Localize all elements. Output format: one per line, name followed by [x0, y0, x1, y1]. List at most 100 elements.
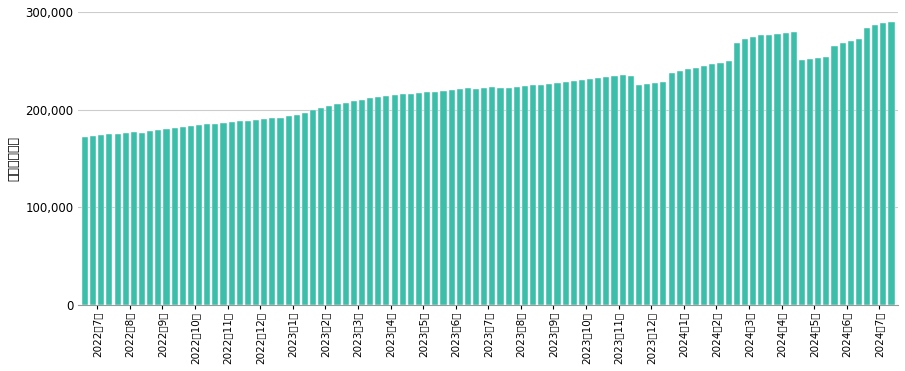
Bar [400, 94, 405, 305]
Bar [253, 120, 259, 305]
Bar [677, 70, 682, 305]
Bar [351, 101, 357, 305]
Bar [457, 89, 462, 305]
Bar [824, 57, 829, 305]
Bar [538, 85, 544, 305]
Bar [628, 76, 633, 305]
Bar [506, 88, 511, 305]
Bar [115, 134, 120, 305]
Bar [644, 84, 650, 305]
Bar [889, 22, 895, 305]
Bar [799, 60, 805, 305]
Bar [571, 81, 576, 305]
Bar [726, 61, 731, 305]
Bar [750, 37, 756, 305]
Bar [286, 116, 291, 305]
Bar [262, 119, 267, 305]
Bar [604, 78, 609, 305]
Bar [139, 133, 145, 305]
Bar [758, 35, 764, 305]
Bar [164, 129, 169, 305]
Bar [710, 64, 715, 305]
Bar [392, 95, 397, 305]
Bar [832, 46, 837, 305]
Bar [433, 92, 438, 305]
Bar [856, 39, 862, 305]
Bar [148, 131, 153, 305]
Bar [408, 94, 414, 305]
Bar [156, 130, 161, 305]
Bar [555, 83, 560, 305]
Bar [579, 80, 585, 305]
Bar [481, 88, 487, 305]
Bar [595, 78, 601, 305]
Bar [302, 112, 308, 305]
Bar [530, 85, 536, 305]
Bar [294, 115, 300, 305]
Bar [99, 135, 104, 305]
Bar [180, 127, 186, 305]
Bar [384, 96, 389, 305]
Bar [229, 122, 234, 305]
Bar [473, 89, 479, 305]
Bar [90, 136, 96, 305]
Bar [734, 43, 739, 305]
Bar [359, 100, 365, 305]
Bar [864, 27, 870, 305]
Bar [107, 134, 112, 305]
Bar [172, 128, 177, 305]
Bar [612, 76, 617, 305]
Bar [775, 35, 780, 305]
Bar [669, 72, 674, 305]
Bar [131, 132, 137, 305]
Bar [514, 87, 519, 305]
Bar [367, 98, 373, 305]
Bar [701, 66, 707, 305]
Bar [881, 23, 886, 305]
Bar [465, 88, 471, 305]
Bar [498, 88, 503, 305]
Bar [587, 79, 593, 305]
Bar [319, 108, 324, 305]
Bar [213, 124, 218, 305]
Bar [221, 123, 226, 305]
Bar [547, 84, 552, 305]
Bar [343, 103, 348, 305]
Bar [441, 91, 446, 305]
Bar [783, 33, 788, 305]
Bar [188, 126, 194, 305]
Bar [693, 68, 699, 305]
Bar [449, 90, 454, 305]
Bar [661, 82, 666, 305]
Bar [424, 92, 430, 305]
Bar [327, 106, 332, 305]
Bar [123, 133, 129, 305]
Bar [270, 118, 275, 305]
Bar [278, 118, 283, 305]
Bar [742, 39, 748, 305]
Bar [335, 104, 340, 305]
Bar [245, 121, 251, 305]
Bar [807, 59, 813, 305]
Bar [815, 58, 821, 305]
Bar [636, 85, 642, 305]
Bar [416, 93, 422, 305]
Bar [848, 41, 853, 305]
Bar [791, 32, 796, 305]
Bar [237, 121, 243, 305]
Bar [310, 109, 316, 305]
Bar [196, 125, 202, 305]
Bar [653, 83, 658, 305]
Bar [376, 97, 381, 305]
Bar [767, 35, 772, 305]
Y-axis label: 求人数（件）: 求人数（件） [7, 136, 20, 181]
Bar [82, 137, 88, 305]
Bar [620, 75, 625, 305]
Bar [718, 63, 723, 305]
Bar [685, 69, 691, 305]
Bar [872, 24, 878, 305]
Bar [840, 43, 845, 305]
Bar [205, 124, 210, 305]
Bar [522, 86, 528, 305]
Bar [563, 82, 568, 305]
